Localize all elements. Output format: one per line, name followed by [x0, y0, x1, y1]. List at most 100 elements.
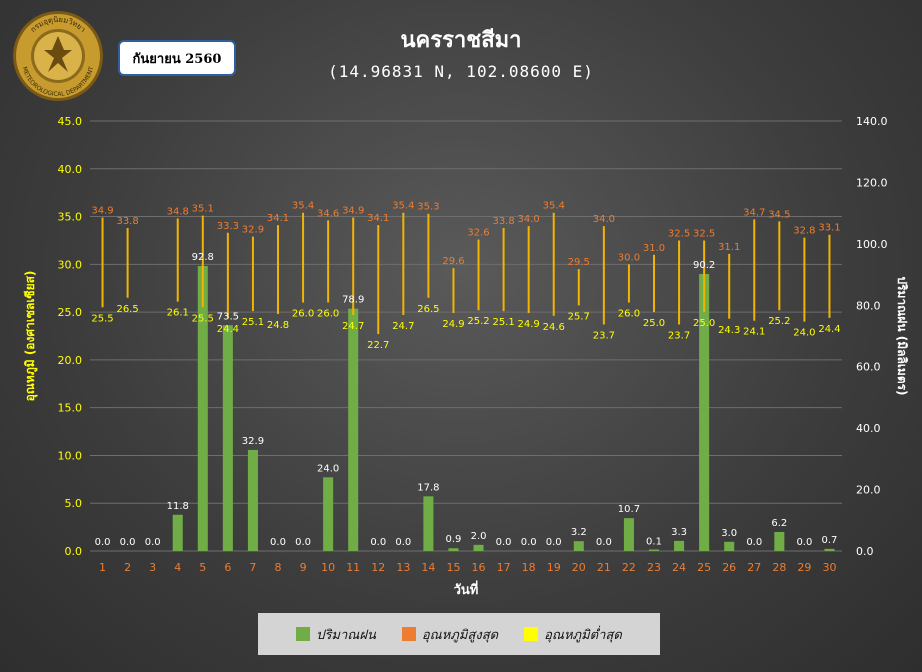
tmax-data-label: 35.3: [417, 202, 439, 213]
rain-data-label: 0.0: [496, 537, 512, 548]
tmax-data-label: 29.6: [442, 256, 464, 267]
x-tick-label: 14: [421, 561, 435, 574]
tmax-data-label: 35.1: [192, 204, 214, 215]
rain-bar: [323, 477, 334, 551]
rain-data-label: 0.0: [145, 537, 161, 548]
x-tick-label: 22: [622, 561, 636, 574]
tmax-data-label: 29.5: [568, 257, 590, 268]
rain-data-label: 6.2: [771, 518, 787, 529]
rain-data-label: 0.0: [295, 537, 311, 548]
y-right-tick-label: 40.0: [856, 422, 881, 435]
y-right-tick-label: 0.0: [856, 545, 874, 558]
rain-data-label: 73.5: [217, 311, 239, 322]
x-tick-label: 27: [747, 561, 761, 574]
tmin-data-label: 25.7: [568, 311, 590, 322]
x-tick-label: 6: [224, 561, 231, 574]
x-tick-label: 4: [174, 561, 181, 574]
rain-data-label: 3.0: [721, 528, 737, 539]
x-tick-label: 28: [772, 561, 786, 574]
rain-bar: [699, 273, 710, 551]
rain-data-label: 3.3: [671, 527, 687, 538]
rain-data-label: 78.9: [342, 295, 364, 306]
tmax-data-label: 32.5: [668, 228, 690, 239]
tmin-data-label: 26.1: [167, 308, 189, 319]
legend-label-tmin: อุณหภูมิต่ำสุด: [544, 627, 622, 643]
chart-subtitle: (14.96831 N, 102.08600 E): [328, 62, 594, 81]
rain-bar: [573, 541, 584, 551]
rain-data-label: 92.8: [192, 252, 214, 263]
tmax-data-label: 31.1: [718, 242, 740, 253]
rain-bar: [448, 548, 459, 551]
x-tick-label: 26: [722, 561, 736, 574]
chart-legend: ปริมาณฝน อุณหภูมิสูงสุด อุณหภูมิต่ำสุด: [258, 613, 660, 655]
tmin-data-label: 24.7: [342, 321, 364, 332]
rain-bar: [774, 531, 785, 551]
tmin-data-label: 24.1: [743, 327, 765, 338]
chart-title: นครราชสีมา: [400, 28, 522, 53]
x-tick-label: 21: [597, 561, 611, 574]
y-left-tick-label: 10.0: [58, 449, 83, 462]
rain-data-label: 0.0: [270, 537, 286, 548]
meteorological-department-logo: กรมอุตุนิยมวิทยา METEOROLOGICAL DEPARTME…: [12, 10, 104, 102]
tmax-data-label: 33.8: [116, 216, 138, 227]
x-tick-label: 8: [275, 561, 282, 574]
tmax-data-label: 33.1: [818, 223, 840, 234]
tmin-data-label: 24.7: [392, 321, 414, 332]
legend-label-rain: ปริมาณฝน: [316, 627, 376, 643]
tmax-data-label: 34.0: [518, 214, 540, 225]
rain-bar: [473, 544, 484, 551]
legend-item-tmin: อุณหภูมิต่ำสุด: [524, 624, 622, 645]
tmax-data-label: 30.0: [618, 252, 640, 263]
y-left-tick-label: 25.0: [58, 306, 83, 319]
tmax-data-label: 35.4: [392, 201, 414, 212]
tmin-data-label: 25.1: [492, 317, 514, 328]
legend-item-tmax: อุณหภูมิสูงสุด: [401, 624, 498, 645]
x-tick-label: 23: [647, 561, 661, 574]
y-left-tick-label: 30.0: [58, 258, 83, 271]
x-tick-label: 16: [472, 561, 486, 574]
y-right-tick-label: 60.0: [856, 361, 881, 374]
tmax-data-label: 34.9: [91, 206, 113, 217]
x-tick-label: 19: [547, 561, 561, 574]
x-tick-label: 3: [149, 561, 156, 574]
rain-data-label: 0.0: [120, 537, 136, 548]
tmin-data-label: 23.7: [668, 331, 690, 342]
tmin-data-label: 24.9: [442, 319, 464, 330]
tmin-data-label: 26.0: [292, 309, 314, 320]
rain-data-label: 0.0: [370, 537, 386, 548]
rain-data-label: 0.9: [446, 534, 462, 545]
rain-data-label: 0.0: [796, 537, 812, 548]
x-tick-label: 11: [346, 561, 360, 574]
rain-bar: [648, 549, 660, 551]
tmax-data-label: 34.1: [367, 213, 389, 224]
tmin-data-label: 24.9: [518, 319, 540, 330]
x-tick-label: 10: [321, 561, 335, 574]
rain-data-label: 11.8: [167, 501, 189, 512]
x-tick-label: 2: [124, 561, 131, 574]
tmin-data-label: 24.8: [267, 320, 289, 331]
x-tick-label: 9: [300, 561, 307, 574]
tmax-data-label: 34.5: [768, 209, 790, 220]
tmin-data-label: 25.5: [91, 313, 113, 324]
tmin-data-label: 26.0: [317, 309, 339, 320]
rain-data-label: 0.7: [822, 535, 838, 546]
x-tick-label: 18: [522, 561, 536, 574]
rain-bar: [222, 325, 233, 551]
tmin-data-label: 26.5: [417, 304, 439, 315]
tmax-data-label: 35.4: [292, 201, 314, 212]
tmax-data-label: 32.8: [793, 226, 815, 237]
rain-bar: [247, 449, 258, 551]
rain-bar: [423, 496, 434, 551]
tmin-data-label: 25.0: [693, 318, 715, 329]
tmin-data-label: 22.7: [367, 340, 389, 351]
rain-bar: [348, 308, 359, 551]
y-left-tick-label: 40.0: [58, 163, 83, 176]
y-right-tick-label: 100.0: [856, 238, 888, 251]
tmax-data-label: 32.9: [242, 225, 264, 236]
rain-data-label: 0.0: [95, 537, 111, 548]
legend-swatch-tmin: [524, 627, 539, 641]
y-left-tick-label: 35.0: [58, 211, 83, 224]
tmax-data-label: 31.0: [643, 243, 665, 254]
rain-bar: [623, 518, 634, 551]
